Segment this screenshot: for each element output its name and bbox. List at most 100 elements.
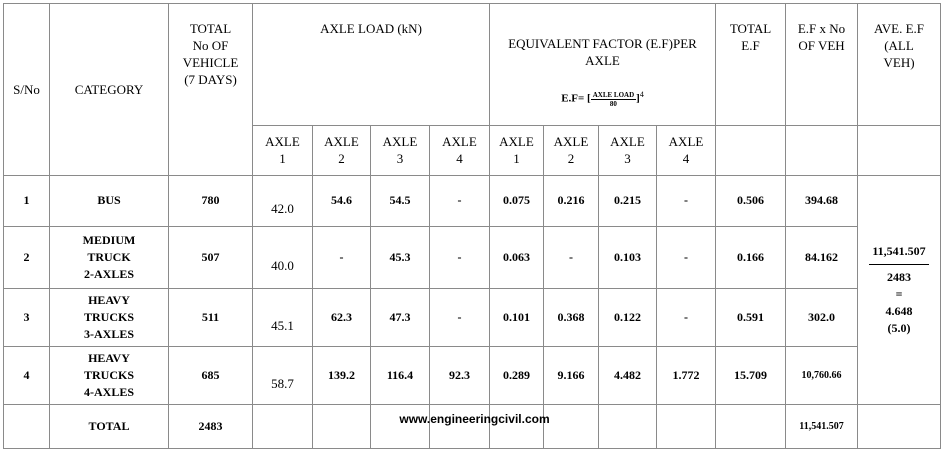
header-cell: CATEGORY [49, 3, 169, 176]
average-denominator: 2483 [887, 269, 912, 284]
data-cell: - [655, 174, 717, 227]
data-cell: HEAVY TRUCKS 4-AXLES [49, 345, 169, 405]
average-numerator: 11,541.507 [872, 243, 926, 258]
average-rounded: (5.0) [887, 320, 911, 335]
empty-cell [655, 403, 717, 449]
header-cell: AXLE 2 [543, 124, 599, 176]
data-cell: 3 [3, 287, 50, 347]
data-cell: - [429, 174, 490, 227]
data-cell: 0.101 [489, 287, 544, 347]
header-cell: AXLE 4 [655, 124, 717, 176]
data-cell: MEDIUM TRUCK 2-AXLES [49, 225, 169, 289]
header-cell: AVE. E.F (ALL VEH) [857, 3, 942, 126]
data-cell: 0.591 [715, 287, 787, 347]
data-cell: - [543, 225, 599, 289]
data-cell: 45.3 [370, 225, 430, 289]
data-cell: 4 [3, 345, 50, 405]
header-cell: AXLE 1 [252, 124, 313, 176]
data-cell: 0.063 [489, 225, 544, 289]
data-cell: 780 [168, 174, 253, 227]
header-cell: EQUIVALENT FACTOR (E.F)PER AXLE E.F= [AX… [488, 3, 717, 126]
average-equals: = [895, 286, 903, 301]
data-cell: - [429, 225, 490, 289]
empty-cell [715, 124, 787, 176]
data-cell: 139.2 [312, 345, 371, 405]
header-cell: TOTAL No OF VEHICLE (7 DAYS) [168, 3, 253, 176]
empty-cell [429, 403, 490, 449]
header-cell: TOTAL E.F [715, 3, 787, 126]
data-cell: 1.772 [655, 345, 717, 405]
header-cell: AXLE 2 [312, 124, 371, 176]
data-cell: 92.3 [429, 345, 490, 405]
header-row: S/No CATEGORY TOTAL No OF VEHICLE (7 DAY… [3, 3, 942, 176]
data-cell: 2 [3, 225, 50, 289]
data-cell: 40.0 [252, 225, 313, 289]
data-cell: 47.3 [370, 287, 430, 347]
empty-cell [312, 403, 371, 449]
formula-exponent: 4 [639, 90, 644, 99]
empty-cell [543, 403, 599, 449]
data-cell: 0.103 [598, 225, 657, 289]
data-cell: 116.4 [370, 345, 430, 405]
page: {"header": {"sno": "S/No", "category": "… [3, 3, 942, 449]
header-cell: E.F x No OF VEH [785, 3, 859, 126]
data-cell: 302.0 [785, 287, 859, 347]
data-cell: 0.215 [598, 174, 657, 227]
average-value: 4.648 [885, 303, 913, 318]
footer: www.engineeringcivil.com [399, 412, 550, 426]
data-cell: 0.216 [543, 174, 599, 227]
data-cell: 9.166 [543, 345, 599, 405]
data-cell: 0.122 [598, 287, 657, 347]
empty-cell [857, 124, 942, 176]
header-cell: AXLE 4 [429, 124, 490, 176]
empty-cell [598, 403, 657, 449]
data-cell: 45.1 [252, 287, 313, 347]
data-cell: 84.162 [785, 225, 859, 289]
data-cell: HEAVY TRUCKS 3-AXLES [49, 287, 169, 347]
data-cell: 0.506 [715, 174, 787, 227]
header-cell: AXLE 3 [370, 124, 430, 176]
total-vehicles: 2483 [168, 403, 253, 449]
empty-cell [489, 403, 544, 449]
data-cell: - [655, 287, 717, 347]
formula: E.F= [AXLE LOAD 80]4 [561, 90, 644, 108]
data-cell: - [312, 225, 371, 289]
data-cell: 0.368 [543, 287, 599, 347]
data-table: S/No CATEGORY TOTAL No OF VEHICLE (7 DAY… [3, 3, 942, 449]
formula-numerator: AXLE LOAD [590, 90, 637, 100]
fraction-rule [869, 263, 930, 265]
header-cell: AXLE 3 [598, 124, 657, 176]
formula-denominator: 80 [609, 99, 617, 108]
fraction: AXLE LOAD 80 [590, 90, 637, 108]
data-row: 4 HEAVY TRUCKS 4-AXLES 685 58.7 139.2 116.4 92… [3, 345, 941, 405]
data-cell: 42.0 [252, 174, 313, 227]
header-cell: AXLE 1 [489, 124, 544, 176]
header-text: EQUIVALENT FACTOR (E.F)PER AXLE [508, 36, 697, 68]
empty-cell [857, 403, 942, 449]
empty-cell [252, 403, 313, 449]
data-cell: - [429, 287, 490, 347]
data-cell: 685 [168, 345, 253, 405]
header-cell: AXLE LOAD (kN) [252, 3, 490, 126]
data-cell: 511 [168, 287, 253, 347]
data-row: 1 BUS 780 42.0 54.6 54.5-0.075 0.216 0.215-0.50… [3, 174, 942, 405]
data-cell: 4.482 [598, 345, 657, 405]
empty-cell [370, 403, 430, 449]
data-cell: - [655, 225, 717, 289]
data-cell: 10,760.66 [785, 345, 859, 405]
data-row: 2 MEDIUM TRUCK 2-AXLES 507 40.0-45.3-0.063-… [3, 225, 941, 289]
data-cell: 1 [3, 174, 50, 227]
data-cell: 507 [168, 225, 253, 289]
formula-lhs: E.F= [561, 92, 585, 105]
empty-cell [715, 403, 787, 449]
data-cell: 58.7 [252, 345, 313, 405]
data-cell: 394.68 [785, 174, 859, 227]
data-cell: 15.709 [715, 345, 787, 405]
average-cell: 11,541.507 2483 = 4.648 (5.0) [857, 174, 942, 405]
data-cell: 0.075 [489, 174, 544, 227]
data-cell: 54.6 [312, 174, 371, 227]
data-cell: 54.5 [370, 174, 430, 227]
total-row: TOTAL 2483 11,541.507 [3, 403, 942, 449]
data-row: 3 HEAVY TRUCKS 3-AXLES 511 45.1 62.3 47.3-0.1… [3, 287, 941, 347]
data-cell: 0.289 [489, 345, 544, 405]
